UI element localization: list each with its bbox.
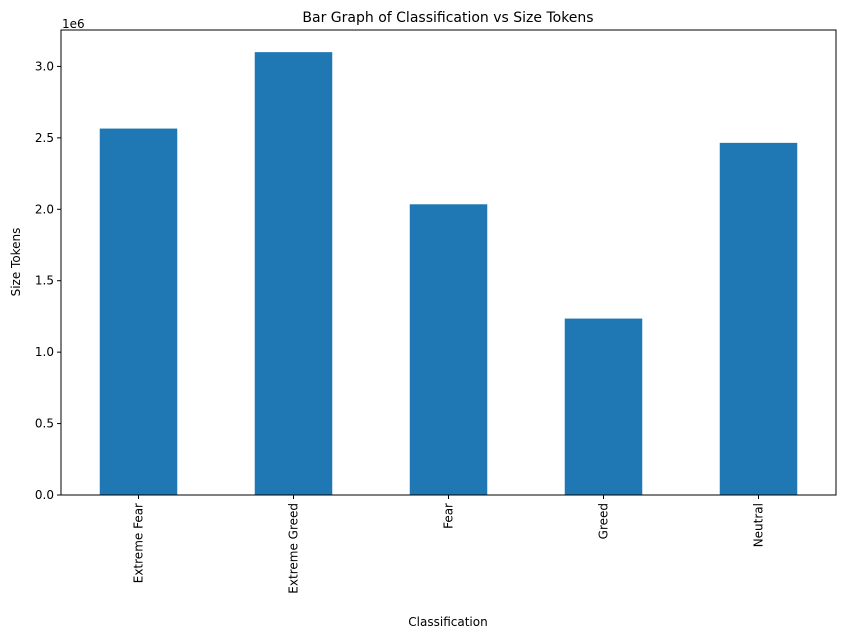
y-axis-title: Size Tokens <box>9 228 23 297</box>
x-axis-title: Classification <box>408 615 487 629</box>
y-tick-label: 1.5 <box>35 274 54 288</box>
y-axis-offset-label: 1e6 <box>62 17 85 31</box>
y-tick-label: 1.0 <box>35 345 54 359</box>
y-tick-label: 0.5 <box>35 417 54 431</box>
x-tick-label: Fear <box>442 503 456 529</box>
y-tick-label: 3.0 <box>35 59 54 73</box>
y-tick-label: 2.5 <box>35 131 54 145</box>
x-tick-label: Neutral <box>752 503 766 547</box>
bar <box>719 142 798 495</box>
bar <box>254 52 333 496</box>
y-tick-label: 0.0 <box>35 488 54 502</box>
x-tick-label: Extreme Greed <box>287 503 301 594</box>
bar <box>564 318 643 495</box>
plot-frame <box>60 29 837 496</box>
x-tick-label: Extreme Fear <box>132 503 146 583</box>
chart-title: Bar Graph of Classification vs Size Toke… <box>302 10 593 26</box>
bar <box>409 204 488 496</box>
bar <box>99 128 178 496</box>
plot-area: 0.0 0.5 1.0 1.5 2.0 2.5 3.0 Extreme Fear Extreme… <box>35 52 798 594</box>
y-tick-label: 2.0 <box>35 202 54 216</box>
x-tick-label: Greed <box>597 503 611 539</box>
